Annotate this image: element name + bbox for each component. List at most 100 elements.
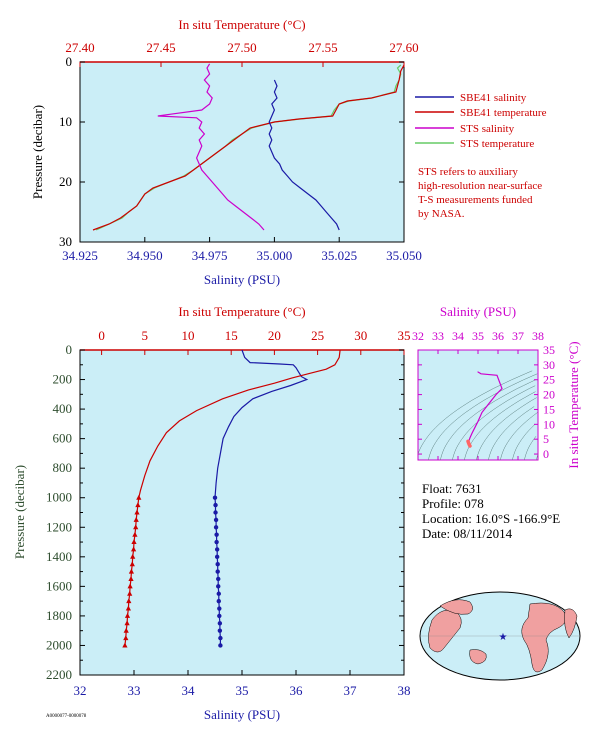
ts-salinity-tick-label: 36 <box>492 329 504 343</box>
top-temperature-ticks: 27.40 27.45 27.50 27.55 27.60 <box>65 40 419 67</box>
pressure-tick-label: 0 <box>66 54 73 69</box>
ts-series-line <box>468 371 503 442</box>
ts-plot-area <box>417 349 539 461</box>
temperature-marker <box>131 546 137 552</box>
ts-series-line <box>466 439 472 448</box>
top-pressure-axis-title: Pressure (decibar) <box>30 105 45 199</box>
density-contour <box>500 412 538 461</box>
pressure-tick-label: 1200 <box>46 519 72 534</box>
pressure-tick-label: 600 <box>53 431 73 446</box>
density-contour <box>536 454 539 461</box>
salinity-tick-label: 38 <box>398 683 411 698</box>
pressure-tick-label: 30 <box>59 234 72 249</box>
ts-salinity-tick-label: 38 <box>532 329 544 343</box>
ts-temperature-tick-label: 15 <box>543 402 555 416</box>
ts-salinity-tick-label: 34 <box>452 329 464 343</box>
top-salinity-axis-title: Salinity (PSU) <box>204 272 280 287</box>
salinity-marker <box>213 510 218 515</box>
temperature-marker <box>129 561 135 567</box>
temperature-marker <box>124 612 131 618</box>
top-salinity-ticks: 34.925 34.950 34.975 35.000 35.025 35.050 <box>62 237 422 263</box>
salinity-marker <box>214 547 220 552</box>
bottom-plot-area <box>79 349 405 676</box>
series-line-sts-salinity <box>157 63 265 231</box>
temperature-tick-label: 0 <box>98 328 105 343</box>
temperature-marker <box>122 642 128 648</box>
salinity-tick-label: 34 <box>182 683 196 698</box>
pressure-tick-label: 20 <box>59 174 72 189</box>
temperature-marker <box>128 576 134 581</box>
salinity-tick-label: 35.025 <box>321 248 357 263</box>
salinity-marker <box>218 635 223 641</box>
pressure-tick-label: 1400 <box>46 549 72 564</box>
temperature-marker <box>126 598 132 604</box>
bottom-series <box>122 349 341 648</box>
temperature-tick-label: 27.55 <box>308 40 337 55</box>
top-temperature-axis-title: In situ Temperature (°C) <box>178 17 305 32</box>
temperature-marker <box>132 531 138 537</box>
temperature-marker <box>134 509 140 515</box>
temperature-tick-label: 15 <box>225 328 238 343</box>
temperature-marker <box>133 524 139 530</box>
temperature-tick-label: 5 <box>142 328 149 343</box>
ts-temperature-axis-title: In situ Temperature (°C) <box>566 341 581 468</box>
ts-salinity-tick-label: 37 <box>512 329 524 343</box>
salinity-marker <box>214 539 219 545</box>
ts-temperature-tick-label: 0 <box>543 447 549 461</box>
annotation-line: high-resolution near-surface <box>418 180 542 192</box>
salinity-marker <box>216 584 221 589</box>
salinity-marker <box>213 517 219 523</box>
density-contour <box>440 379 536 461</box>
bottom-panel: 32 33 34 35 36 37 38 0 5 10 15 20 25 30 35 0 200 400 600… <box>12 304 411 722</box>
temperature-tick-label: 27.45 <box>146 40 175 55</box>
annotation-line: T-S measurements funded <box>418 194 533 206</box>
ts-temperature-tick-label: 35 <box>543 343 555 357</box>
map-land <box>469 649 487 665</box>
salinity-tick-label: 35.000 <box>257 248 293 263</box>
series-line-sbe41-temperature <box>92 64 405 231</box>
ts-salinity-axis-title: Salinity (PSU) <box>440 304 516 319</box>
legend-label: STS salinity <box>460 123 515 135</box>
bottom-pressure-axis-title: Pressure (decibar) <box>12 465 27 559</box>
salinity-marker <box>214 554 220 560</box>
temperature-marker <box>133 516 139 522</box>
float-location-marker: ★ <box>499 632 508 643</box>
location: Location: 16.0°S -166.9°E <box>422 511 560 526</box>
series-line-sbe41-salinity <box>268 79 340 231</box>
top-panel: 34.925 34.950 34.975 35.000 35.025 35.050 27.… <box>30 17 422 287</box>
salinity-marker <box>214 532 219 537</box>
salinity-marker <box>216 598 221 604</box>
pressure-tick-label: 200 <box>53 372 73 387</box>
pressure-tick-label: 1800 <box>46 608 72 623</box>
ts-temperature-tick-label: 25 <box>543 373 555 387</box>
temperature-tick-label: 27.60 <box>389 40 418 55</box>
density-contour <box>428 373 538 461</box>
temperature-marker <box>124 620 130 626</box>
bottom-temperature-ticks: 0 5 10 15 20 25 30 35 <box>98 328 411 355</box>
float-id: Float: 7631 <box>422 481 482 496</box>
temperature-marker <box>125 605 131 611</box>
salinity-marker <box>216 591 221 596</box>
salinity-marker <box>212 495 218 500</box>
sts-annotation: STS refers to auxiliary high-resolution … <box>418 166 542 220</box>
pressure-tick-label: 10 <box>59 114 72 129</box>
salinity-marker <box>217 628 223 633</box>
ts-temperature-tick-label: 10 <box>543 417 555 431</box>
salinity-tick-label: 35.050 <box>386 248 422 263</box>
annotation-line: STS refers to auxiliary <box>418 166 518 178</box>
ts-series <box>466 371 503 448</box>
date: Date: 08/11/2014 <box>422 526 513 541</box>
salinity-marker <box>218 643 223 648</box>
temperature-marker <box>130 553 136 559</box>
bottom-salinity-axis-title: Salinity (PSU) <box>204 707 280 722</box>
salinity-marker <box>213 525 219 530</box>
salinity-marker <box>213 502 218 508</box>
ts-salinity-tick-label: 32 <box>412 329 424 343</box>
ts-temperature-tick-label: 5 <box>543 432 549 446</box>
temperature-tick-label: 30 <box>354 328 367 343</box>
temperature-marker <box>127 590 133 596</box>
ts-temperature-tick-label: 30 <box>543 358 555 372</box>
salinity-tick-label: 34.975 <box>192 248 228 263</box>
temperature-tick-label: 10 <box>182 328 195 343</box>
temperature-tick-label: 25 <box>311 328 324 343</box>
